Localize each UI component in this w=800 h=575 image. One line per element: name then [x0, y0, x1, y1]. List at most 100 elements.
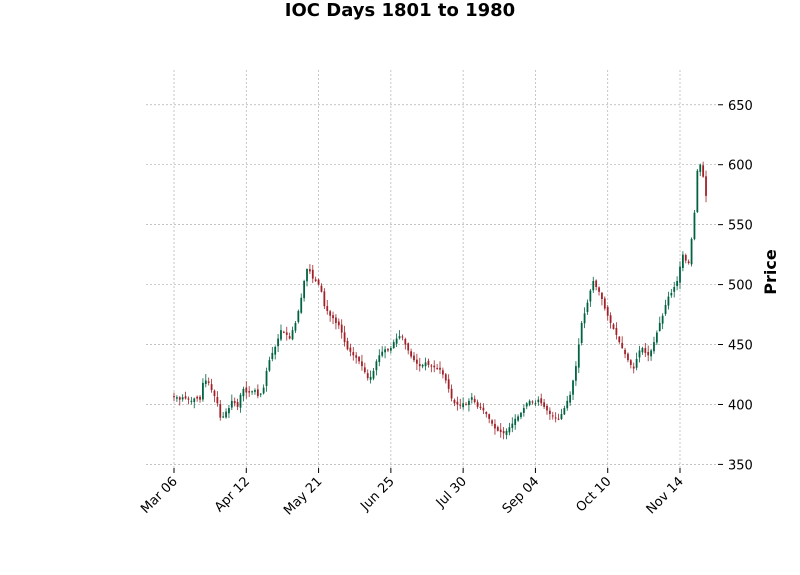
candle-body [502, 431, 505, 434]
candle-body [274, 346, 277, 355]
candle-body [537, 399, 540, 403]
candle-body [395, 338, 398, 344]
candle-body [415, 359, 418, 364]
candle-body [627, 353, 629, 361]
y-tick-label: 450 [728, 339, 753, 354]
candle-body [563, 408, 566, 415]
candle-body [650, 350, 652, 357]
candle-body [254, 390, 256, 392]
candle-body [404, 339, 407, 345]
candle-body [436, 368, 439, 370]
x-tick-label: Nov 14 [644, 474, 687, 517]
candle-body [187, 398, 190, 400]
candle-body [520, 412, 522, 418]
candle-body [219, 404, 222, 418]
candle-body [606, 306, 609, 316]
x-tick-label: May 21 [281, 474, 325, 518]
y-tick-label: 400 [728, 398, 753, 413]
candle-body [699, 164, 702, 172]
y-axis-label: Price [761, 249, 780, 295]
candle-body [491, 420, 493, 424]
candle-body [632, 366, 635, 369]
candle-body [329, 311, 332, 316]
candle-body [569, 394, 572, 403]
candle-body [670, 292, 673, 296]
candle-body [225, 411, 227, 418]
candle-body [687, 261, 690, 264]
candle-body [248, 391, 251, 393]
x-tick-label: Jun 25 [357, 474, 397, 514]
candle-body [601, 292, 603, 299]
candle-body [528, 400, 531, 405]
candle-body [673, 286, 676, 292]
candle-body [679, 266, 681, 283]
candle-body [456, 401, 459, 405]
candle-body [297, 310, 300, 322]
candle-body [534, 403, 537, 405]
candle-body [572, 380, 574, 395]
candle-body [410, 351, 412, 357]
candle-body [554, 417, 557, 419]
candle-body [468, 400, 470, 405]
candle-body [285, 332, 288, 335]
candle-body [609, 315, 612, 323]
candle-body [337, 321, 340, 326]
candle-body [465, 404, 467, 406]
candle-body [473, 398, 476, 403]
candle-body [482, 407, 485, 411]
candle-body [442, 370, 444, 375]
candle-body [525, 403, 528, 407]
candles [173, 161, 707, 440]
candle-body [369, 376, 372, 380]
candle-body [580, 322, 583, 343]
y-tick-label: 650 [728, 99, 753, 114]
candle-body [641, 348, 644, 353]
candle-body [288, 336, 291, 339]
candle-body [178, 397, 181, 400]
candle-body [514, 418, 517, 425]
candle-body [294, 322, 297, 331]
candle-body [459, 404, 462, 406]
candle-body [546, 405, 548, 411]
candle-body [265, 370, 268, 386]
candle-body [543, 402, 545, 407]
candle-body [387, 349, 389, 351]
candle-body [306, 269, 308, 282]
candle-body [184, 396, 187, 399]
candle-body [655, 332, 658, 343]
candle-body [433, 365, 436, 368]
candle-body [450, 388, 453, 399]
candle-body [280, 330, 282, 340]
candle-body [335, 317, 337, 323]
candle-body [488, 414, 491, 419]
candle-body [239, 394, 242, 408]
candle-body [664, 304, 667, 315]
candle-body [653, 342, 655, 352]
candle-body [251, 391, 253, 393]
candle-body [204, 380, 207, 385]
x-tick-label: Apr 12 [212, 474, 253, 515]
candle-body [349, 347, 352, 352]
candle-body [381, 351, 384, 356]
candle-body [317, 279, 320, 285]
candle-body [439, 367, 441, 370]
candle-body [508, 427, 511, 433]
candle-body [222, 416, 225, 418]
candle-body [355, 355, 358, 358]
x-tick-label: Oct 10 [573, 474, 614, 515]
candle-body [268, 360, 271, 371]
candle-body [392, 342, 395, 349]
candle-body [575, 366, 577, 381]
candle-body [326, 306, 329, 311]
candle-body [340, 324, 343, 333]
candle-body [320, 285, 323, 292]
candle-body [684, 255, 687, 261]
candle-body [424, 362, 427, 367]
candle-body [375, 361, 378, 371]
candle-body [378, 355, 381, 363]
candle-body [560, 414, 563, 420]
candle-body [522, 408, 525, 413]
candle-body [566, 400, 569, 409]
candle-body [430, 365, 433, 367]
candle-body [635, 358, 638, 368]
